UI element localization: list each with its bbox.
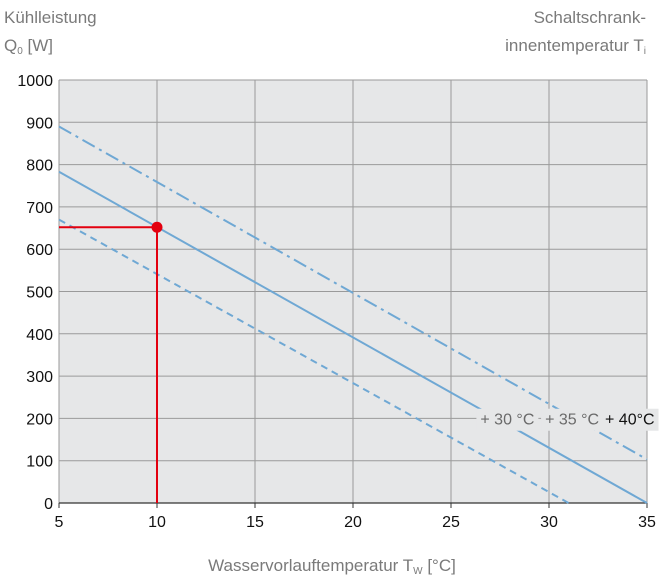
series-legend-title-line1: Schaltschrank- [533, 8, 646, 27]
series-label: + 40°C [605, 412, 655, 429]
y-axis-symbol: Q [4, 36, 18, 55]
series-label-bg [541, 408, 604, 431]
x-axis-subscript: W [413, 566, 423, 577]
series-legend-title-subscript: i [643, 46, 646, 57]
x-tick-label: 20 [344, 514, 362, 531]
x-tick-label: 10 [148, 514, 166, 531]
y-tick-label: 500 [26, 285, 53, 302]
x-tick-label: 15 [246, 514, 264, 531]
y-axis-unit: Q0 [W] [4, 36, 53, 62]
y-axis-unit-text: [W] [27, 36, 54, 55]
x-axis-unit: [°C] [427, 556, 456, 575]
series-label: + 35 °C [545, 412, 599, 429]
x-tick-label: 30 [540, 514, 558, 531]
y-tick-label: 0 [44, 496, 53, 513]
series-legend-title-line2: innentemperatur Ti [505, 36, 646, 62]
operating-point-marker [151, 221, 163, 233]
y-axis-title: Kühlleistung [4, 8, 97, 27]
y-tick-label: 200 [26, 411, 53, 428]
series-line [58, 125, 648, 461]
x-axis-title: Wasservorlauftemperatur TW [°C] [0, 556, 664, 582]
x-tick-labels: 5 10 15 20 25 30 35 [55, 514, 656, 531]
y-tick-label: 100 [26, 454, 53, 471]
y-tick-label: 900 [26, 115, 53, 132]
y-tick-label: 700 [26, 200, 53, 217]
x-tick-label: 5 [55, 514, 64, 531]
y-tick-label: 400 [26, 327, 53, 344]
y-axis-subscript: 0 [17, 46, 23, 57]
y-tick-label: 300 [26, 369, 53, 386]
series-line [58, 218, 570, 504]
series-labels: + 30 °C + 35 °C + 40°C [476, 408, 659, 431]
series-legend-title-text: innentemperatur T [505, 36, 644, 55]
x-axis-title-text: Wasservorlauftemperatur T [208, 556, 414, 575]
y-tick-label: 600 [26, 242, 53, 259]
x-tick-label: 25 [442, 514, 460, 531]
y-tick-label: 800 [26, 158, 53, 175]
operating-point-markers [59, 221, 163, 503]
x-tick-label: 35 [638, 514, 656, 531]
series-label-bg [476, 408, 539, 431]
series-label: + 30 °C [480, 412, 534, 429]
series-label-bg [601, 408, 659, 431]
y-tick-labels: 0 100 200 300 400 500 600 700 800 900 1000 [17, 73, 53, 513]
y-tick-label: 1000 [17, 73, 53, 90]
